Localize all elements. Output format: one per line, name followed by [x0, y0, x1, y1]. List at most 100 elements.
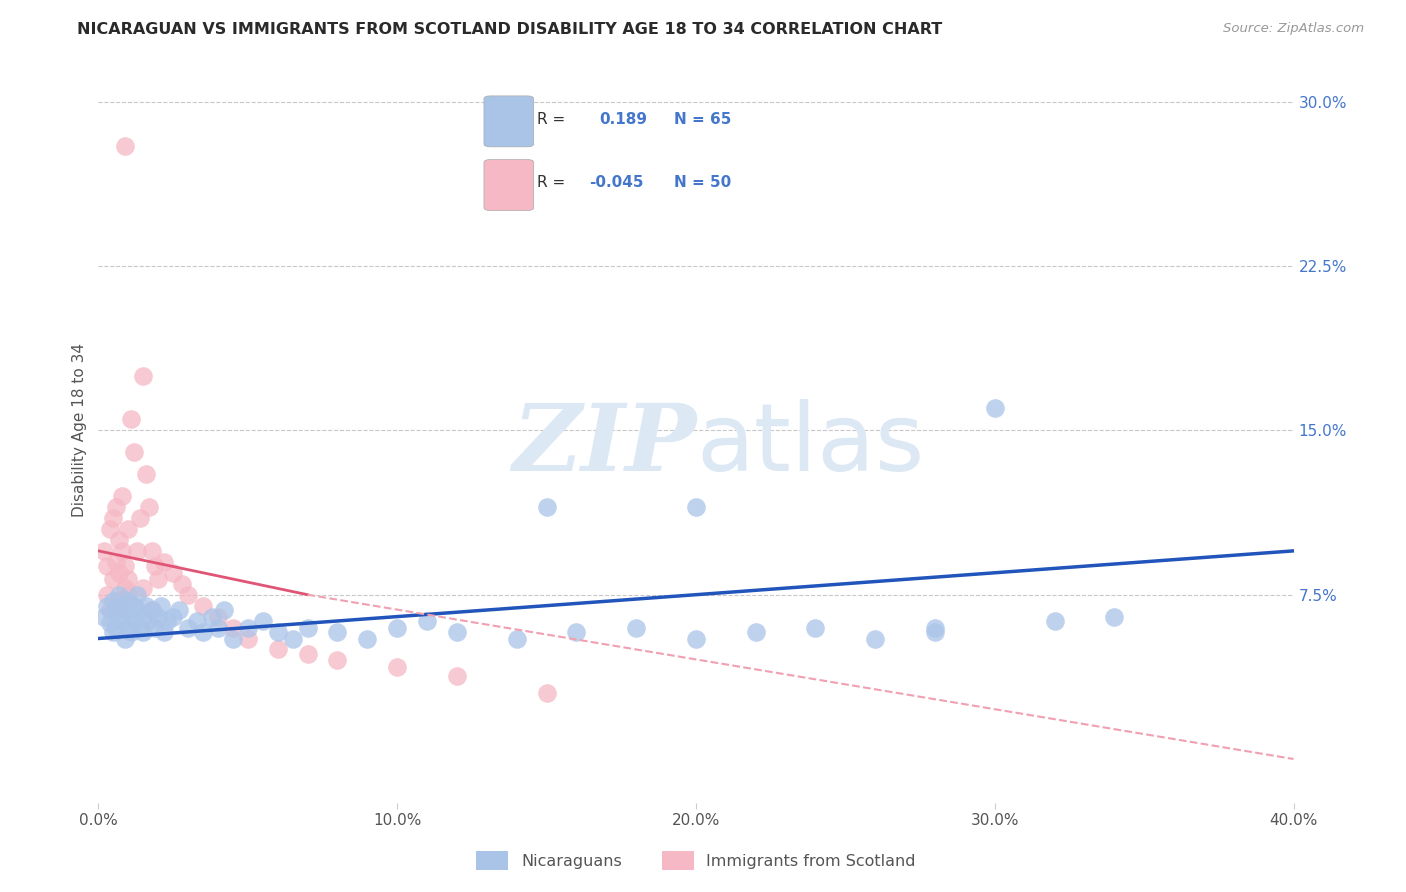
Point	[124, 614, 146, 628]
Point	[143, 621, 166, 635]
Point	[105, 599, 128, 613]
Point	[446, 624, 468, 639]
Point	[148, 609, 170, 624]
Point	[105, 555, 128, 569]
Point	[114, 138, 136, 153]
Text: Source: ZipAtlas.com: Source: ZipAtlas.com	[1223, 22, 1364, 36]
Point	[93, 609, 115, 624]
Point	[124, 599, 146, 613]
Point	[385, 660, 409, 674]
Point	[96, 599, 118, 613]
Point	[191, 599, 214, 613]
Point	[138, 614, 160, 628]
Point	[141, 603, 163, 617]
Point	[141, 603, 163, 617]
Point	[326, 653, 349, 667]
Point	[267, 642, 290, 657]
Point	[506, 632, 529, 646]
Point	[536, 686, 558, 700]
Point	[162, 609, 184, 624]
Point	[172, 576, 194, 591]
Point	[201, 609, 224, 624]
Point	[984, 401, 1007, 416]
Point	[177, 621, 200, 635]
Point	[129, 621, 152, 635]
Point	[132, 368, 155, 383]
Point	[105, 621, 128, 635]
Point	[153, 555, 176, 569]
Text: ZIP: ZIP	[512, 401, 696, 491]
Point	[114, 559, 136, 574]
Point	[132, 581, 155, 595]
Point	[132, 624, 155, 639]
Point	[114, 603, 136, 617]
Point	[745, 624, 768, 639]
Point	[96, 588, 118, 602]
Point	[111, 599, 134, 613]
Point	[103, 511, 125, 525]
Point	[191, 624, 214, 639]
Point	[446, 669, 468, 683]
Point	[685, 500, 707, 514]
Point	[685, 632, 707, 646]
Point	[141, 544, 163, 558]
Point	[114, 632, 136, 646]
Point	[297, 621, 319, 635]
Point	[236, 621, 259, 635]
Point	[111, 614, 134, 628]
Point	[138, 500, 160, 514]
Point	[356, 632, 378, 646]
Point	[385, 621, 409, 635]
Legend: Nicaraguans, Immigrants from Scotland: Nicaraguans, Immigrants from Scotland	[470, 845, 922, 877]
Point	[236, 632, 259, 646]
Point	[111, 594, 134, 608]
Point	[108, 609, 131, 624]
Point	[565, 624, 588, 639]
Point	[111, 544, 134, 558]
Point	[207, 621, 229, 635]
Point	[98, 603, 122, 617]
Point	[117, 573, 139, 587]
Point	[117, 621, 139, 635]
Point	[96, 559, 118, 574]
Point	[416, 614, 439, 628]
Point	[120, 624, 142, 639]
Point	[167, 603, 190, 617]
Text: NICARAGUAN VS IMMIGRANTS FROM SCOTLAND DISABILITY AGE 18 TO 34 CORRELATION CHART: NICARAGUAN VS IMMIGRANTS FROM SCOTLAND D…	[77, 22, 942, 37]
Point	[120, 412, 142, 426]
Point	[177, 588, 200, 602]
Point	[120, 609, 142, 624]
Point	[281, 632, 304, 646]
Point	[98, 522, 122, 536]
Point	[108, 594, 131, 608]
Point	[103, 603, 125, 617]
Point	[108, 533, 131, 547]
Point	[103, 573, 125, 587]
Point	[156, 614, 179, 628]
Point	[924, 621, 946, 635]
Point	[117, 522, 139, 536]
Point	[127, 588, 149, 602]
Point	[162, 566, 184, 580]
Point	[132, 609, 155, 624]
Point	[297, 647, 319, 661]
Point	[207, 609, 229, 624]
Point	[186, 614, 208, 628]
Point	[924, 624, 946, 639]
Point	[93, 544, 115, 558]
Text: atlas: atlas	[696, 400, 924, 491]
Point	[108, 566, 131, 580]
Point	[1104, 609, 1126, 624]
Point	[150, 599, 173, 613]
Point	[865, 632, 887, 646]
Point	[105, 500, 128, 514]
Point	[148, 573, 170, 587]
Point	[153, 624, 176, 639]
Point	[103, 624, 125, 639]
Point	[326, 624, 349, 639]
Point	[117, 588, 139, 602]
Point	[212, 603, 235, 617]
Point	[127, 544, 149, 558]
Point	[108, 588, 131, 602]
Point	[536, 500, 558, 514]
